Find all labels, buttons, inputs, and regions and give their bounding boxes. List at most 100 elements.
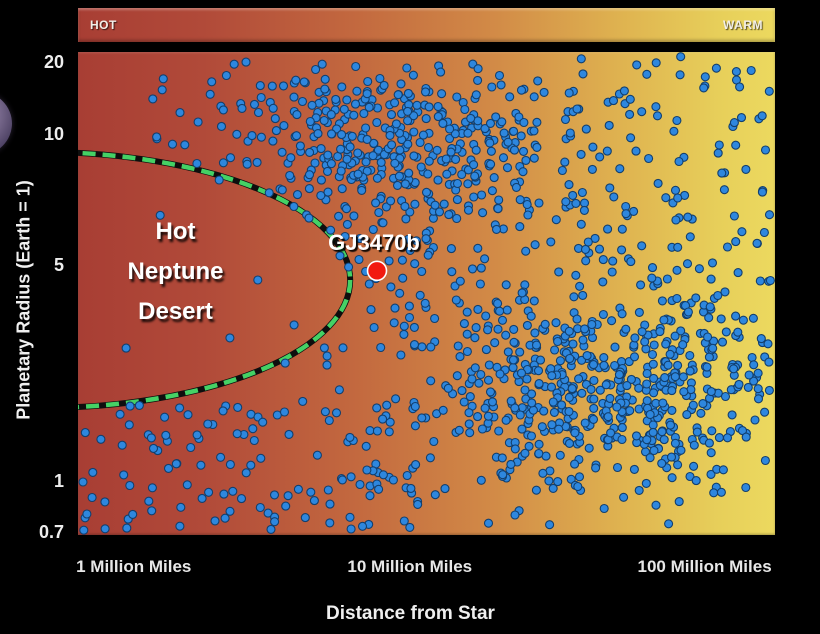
data-point: [483, 375, 494, 385]
data-point: [759, 227, 769, 238]
data-point: [454, 425, 464, 435]
data-point: [717, 337, 728, 347]
data-point: [263, 508, 273, 518]
data-point: [483, 518, 494, 528]
data-point: [350, 99, 361, 109]
data-point: [476, 369, 486, 380]
data-point: [744, 370, 754, 380]
data-point: [595, 385, 605, 395]
data-point: [683, 307, 693, 317]
data-point: [486, 146, 496, 156]
data-point: [292, 110, 302, 120]
data-point: [534, 439, 544, 449]
data-point: [659, 315, 669, 325]
data-point: [516, 85, 527, 95]
data-point: [352, 86, 362, 96]
data-point: [320, 84, 330, 94]
data-point: [322, 360, 332, 370]
data-point: [289, 320, 299, 330]
data-point: [577, 388, 587, 398]
data-point: [483, 411, 493, 421]
data-point: [495, 369, 505, 379]
data-point: [610, 342, 620, 352]
data-point: [470, 333, 480, 343]
data-point: [337, 184, 347, 194]
data-point: [478, 208, 488, 218]
data-point: [534, 379, 544, 389]
data-point: [605, 183, 615, 193]
data-point: [446, 147, 456, 157]
data-point: [493, 298, 503, 309]
data-point: [100, 497, 110, 507]
y-axis-ticks: 20 10 5 1 0.7: [0, 52, 70, 542]
data-point: [517, 288, 527, 298]
data-point: [415, 290, 425, 300]
data-point: [670, 185, 681, 195]
data-point: [511, 182, 521, 192]
data-point: [764, 210, 775, 220]
data-point: [411, 460, 421, 470]
data-point: [608, 96, 619, 106]
data-point: [506, 459, 516, 469]
data-point: [323, 150, 333, 160]
data-point: [175, 108, 185, 118]
data-point: [283, 491, 293, 501]
data-point: [658, 398, 668, 408]
data-point: [253, 107, 264, 118]
data-point: [405, 522, 415, 532]
data-point: [625, 109, 635, 119]
data-point: [394, 171, 404, 181]
data-point: [386, 110, 397, 120]
data-point: [657, 296, 667, 306]
data-point: [670, 331, 680, 341]
data-point: [452, 92, 462, 102]
data-point: [485, 118, 496, 128]
data-point: [518, 167, 528, 177]
data-point: [365, 491, 375, 501]
data-point: [304, 184, 314, 194]
data-point: [727, 410, 737, 420]
data-point: [765, 275, 775, 286]
data-point: [703, 332, 713, 342]
data-point: [216, 121, 227, 131]
data-point: [572, 104, 582, 114]
data-point: [372, 117, 382, 128]
data-point: [305, 116, 315, 127]
data-point: [560, 157, 570, 167]
data-point: [637, 107, 647, 117]
data-point: [493, 324, 503, 334]
data-point: [269, 490, 280, 500]
data-point: [445, 124, 455, 134]
data-point: [279, 121, 289, 131]
data-point: [474, 378, 484, 388]
data-point: [637, 327, 647, 337]
data-point: [673, 193, 683, 203]
data-point: [148, 443, 159, 453]
data-point: [692, 427, 702, 437]
data-point: [204, 487, 214, 497]
data-point: [365, 426, 375, 436]
data-point: [568, 190, 578, 200]
data-point: [614, 370, 624, 380]
data-point: [268, 136, 278, 146]
data-point: [573, 481, 583, 492]
data-point: [605, 393, 615, 403]
data-point: [371, 198, 381, 208]
data-point: [399, 516, 409, 526]
data-point: [345, 142, 355, 152]
data-point: [359, 108, 369, 119]
data-point: [349, 110, 359, 120]
data-point: [764, 385, 774, 395]
data-point: [641, 478, 651, 488]
data-point: [186, 442, 196, 453]
data-point: [362, 134, 372, 144]
data-point: [264, 188, 274, 198]
data-point: [459, 397, 469, 407]
data-point: [320, 407, 330, 417]
data-point: [467, 374, 477, 384]
data-point: [322, 166, 333, 176]
data-point: [548, 483, 558, 493]
data-point: [709, 488, 719, 498]
data-point: [631, 146, 641, 156]
